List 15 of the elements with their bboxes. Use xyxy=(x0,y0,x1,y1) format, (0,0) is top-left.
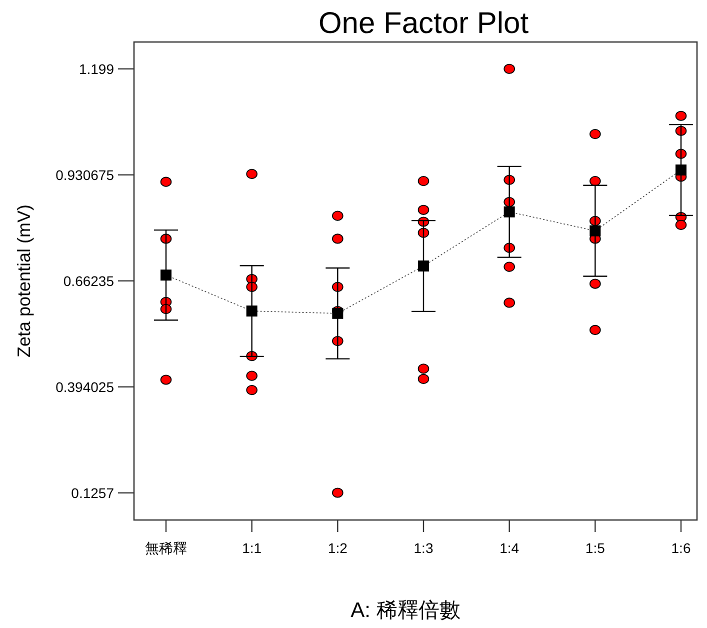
y-tick-label: 1.199 xyxy=(78,60,114,77)
x-tick-label: 1:6 xyxy=(671,540,691,556)
x-tick-label: 1:5 xyxy=(585,540,606,556)
x-axis-title: A: 稀釋倍數 xyxy=(350,599,460,622)
y-tick-label: 0.394025 xyxy=(56,378,114,395)
y-tick-label: 0.930675 xyxy=(56,166,114,183)
x-tick-label: 無稀釋 xyxy=(145,540,187,556)
y-tick-label: 0.1257 xyxy=(71,484,114,501)
y-tick-label: 0.66235 xyxy=(63,272,114,289)
x-tick-label: 1:2 xyxy=(328,540,348,556)
y-axis-title: Zeta potential (mV) xyxy=(14,204,34,358)
x-tick-label: 1:1 xyxy=(242,540,262,556)
x-tick-label: 1:3 xyxy=(414,540,434,556)
x-tick-label: 1:4 xyxy=(500,540,520,556)
chart-title: One Factor Plot xyxy=(318,7,530,40)
